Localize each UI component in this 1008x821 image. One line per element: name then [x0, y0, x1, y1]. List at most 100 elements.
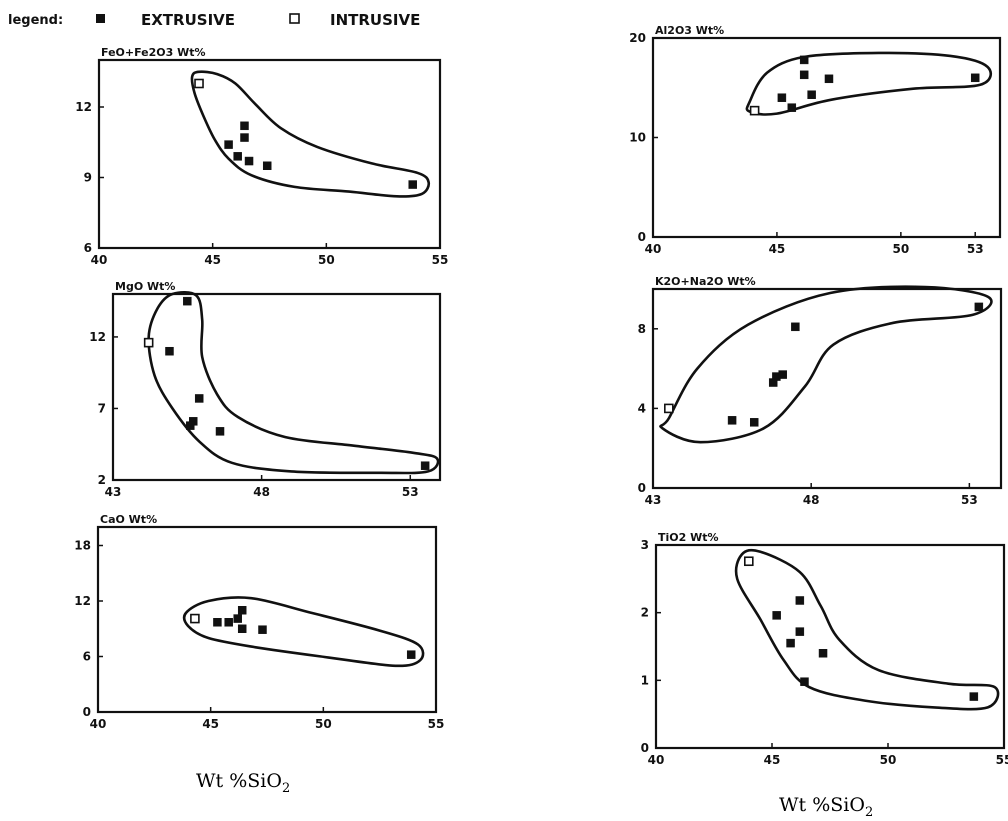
chart-title: TiO2 Wt% [658, 531, 719, 544]
extrusive-point [215, 427, 225, 436]
extrusive-point [791, 322, 800, 332]
legend-extrusive-label: EXTRUSIVE [141, 11, 235, 29]
field-envelope [745, 51, 993, 116]
chart-title: FeO+Fe2O3 Wt% [101, 46, 206, 59]
extrusive-point [824, 74, 834, 84]
extrusive-point [408, 180, 417, 189]
extrusive-point [974, 302, 984, 312]
x-tick-label: 50 [893, 242, 910, 256]
x-tick-label: 50 [880, 753, 897, 767]
legend-intrusive-label: INTRUSIVE [330, 11, 420, 29]
y-tick-label: 20 [629, 31, 646, 45]
plot-frame [97, 58, 442, 250]
intrusive-point [143, 337, 154, 348]
caption-left-text: Wt %SiO [196, 770, 282, 792]
x-tick-label: 50 [318, 253, 335, 267]
extrusive-point [727, 416, 737, 425]
plot-frame [111, 292, 442, 482]
x-tick-label: 50 [315, 717, 332, 731]
extrusive-point [777, 93, 787, 102]
caption-right-subscript: 2 [864, 804, 874, 820]
chart-cao: CaO Wt% 40 45 50 55 0 6 12 18 [74, 513, 444, 731]
extrusive-point [213, 618, 222, 627]
x-tick-label: 53 [961, 493, 978, 507]
extrusive-point [795, 596, 805, 605]
plot-frame [654, 543, 1006, 750]
chart-title: Al2O3 Wt% [655, 24, 724, 37]
y-tick-label: 8 [638, 322, 646, 336]
x-tick-label: 48 [253, 485, 270, 499]
plot-frame [96, 525, 438, 714]
y-tick-label: 10 [629, 131, 646, 145]
extrusive-point [969, 692, 979, 701]
plot-frame [651, 287, 1003, 490]
extrusive-point [233, 152, 242, 161]
chart-al2o3: Al2O3 Wt% 40 45 50 53 0 10 20 [629, 24, 1002, 256]
x-axis-caption-right: Wt %SiO2 [779, 794, 873, 820]
field-envelope [659, 285, 993, 444]
x-tick-label: 45 [204, 253, 221, 267]
extrusive-point [787, 103, 797, 112]
y-tick-label: 3 [641, 538, 649, 552]
x-tick-label: 40 [645, 242, 662, 256]
extrusive-point [807, 90, 816, 99]
x-tick-label: 40 [91, 253, 108, 267]
y-tick-label: 0 [83, 705, 91, 719]
x-tick-label: 40 [648, 753, 665, 767]
extrusive-point [262, 161, 272, 170]
x-axis-caption-left: Wt %SiO2 [196, 770, 290, 796]
extrusive-point [183, 296, 192, 306]
y-tick-label: 2 [641, 606, 649, 620]
caption-left-subscript: 2 [281, 780, 291, 796]
extrusive-point [778, 370, 787, 379]
extrusive-point [799, 70, 809, 80]
extrusive-point [772, 611, 781, 620]
intrusive-marker-icon [289, 13, 300, 24]
x-tick-label: 45 [764, 753, 781, 767]
field-envelope [734, 548, 1000, 711]
extrusive-point [237, 624, 247, 633]
chart-tio2: TiO2 Wt% 40 45 50 55 0 1 2 3 [641, 531, 1008, 767]
y-tick-label: 12 [75, 100, 92, 114]
y-tick-label: 1 [641, 673, 649, 687]
y-tick-label: 4 [638, 401, 646, 415]
x-tick-label: 40 [90, 717, 107, 731]
y-tick-label: 9 [84, 171, 92, 185]
extrusive-point [818, 649, 828, 658]
x-tick-label: 48 [803, 493, 820, 507]
y-tick-label: 0 [638, 230, 646, 244]
x-tick-label: 55 [996, 753, 1008, 767]
extrusive-point [237, 606, 247, 615]
extrusive-point [786, 638, 795, 648]
x-tick-label: 55 [432, 253, 449, 267]
x-tick-label: 43 [645, 493, 662, 507]
legend: legend: EXTRUSIVE INTRUSIVE [8, 11, 420, 29]
y-tick-label: 12 [89, 330, 106, 344]
extrusive-point [165, 346, 174, 356]
legend-title: legend: [8, 13, 63, 28]
y-tick-label: 12 [74, 594, 91, 608]
extrusive-point [186, 421, 195, 430]
extrusive-point [406, 650, 416, 659]
y-tick-label: 2 [98, 473, 106, 487]
caption-right-text: Wt %SiO [779, 794, 865, 816]
x-tick-label: 45 [769, 242, 786, 256]
intrusive-point [190, 613, 200, 624]
intrusive-point [664, 403, 674, 414]
x-tick-label: 53 [967, 242, 984, 256]
extrusive-point [420, 461, 430, 470]
chart-feo: FeO+Fe2O3 Wt% 40 45 50 55 6 9 12 [75, 46, 448, 267]
y-tick-label: 0 [638, 481, 646, 495]
extrusive-point [799, 55, 809, 65]
extrusive-point [194, 394, 204, 403]
chart-mgo: MgO Wt% 43 48 53 2 7 12 [89, 280, 442, 499]
chart-title: K2O+Na2O Wt% [655, 275, 756, 288]
x-tick-label: 45 [202, 717, 219, 731]
extrusive-point [800, 677, 809, 686]
extrusive-point [970, 73, 980, 83]
intrusive-point [749, 105, 760, 116]
intrusive-point [194, 78, 204, 89]
extrusive-point [749, 418, 759, 427]
